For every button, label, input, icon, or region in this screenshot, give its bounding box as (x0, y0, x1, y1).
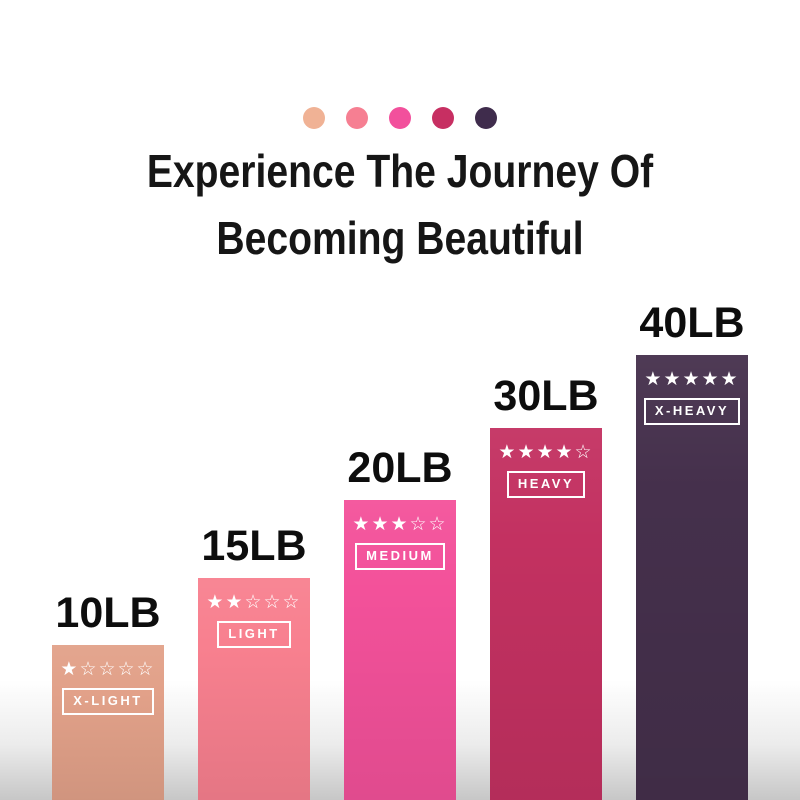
resistance-bar-light: ★★☆☆☆ LIGHT (198, 578, 310, 800)
level-badge-label: LIGHT (228, 626, 280, 641)
palette-dot-light (346, 107, 368, 129)
headline: Experience The Journey Of Becoming Beaut… (60, 138, 740, 272)
resistance-bar-x-heavy: ★★★★★ X-HEAVY (636, 355, 748, 800)
palette-dot-medium (389, 107, 411, 129)
star-rating: ★★★★★ (644, 368, 740, 390)
level-badge-label: MEDIUM (366, 548, 434, 563)
weight-label: 40LB (639, 299, 745, 347)
star-rating: ★☆☆☆☆ (60, 658, 156, 680)
bar-group-30lb: 30LB ★★★★☆ HEAVY (490, 374, 602, 800)
level-badge-label: HEAVY (517, 476, 575, 491)
palette-dot-heavy (432, 107, 454, 129)
level-badge-label: X-LIGHT (73, 693, 143, 708)
weight-label: 10LB (55, 589, 161, 637)
bar-group-15lb: 15LB ★★☆☆☆ LIGHT (198, 524, 310, 800)
weight-label: 15LB (201, 522, 307, 570)
level-badge: X-LIGHT (62, 688, 154, 716)
level-badge: HEAVY (506, 471, 586, 499)
bar-group-10lb: 10LB ★☆☆☆☆ X-LIGHT (52, 591, 164, 800)
level-badge: LIGHT (217, 621, 291, 649)
level-badge-label: X-HEAVY (654, 403, 730, 418)
bar-group-20lb: 20LB ★★★☆☆ MEDIUM (344, 446, 456, 800)
star-rating: ★★★☆☆ (352, 513, 448, 535)
resistance-bar-heavy: ★★★★☆ HEAVY (490, 428, 602, 800)
palette-dots-row (0, 107, 800, 129)
level-badge: MEDIUM (355, 543, 445, 571)
headline-line-2: Becoming Beautiful (216, 212, 584, 264)
star-rating: ★★★★☆ (498, 441, 594, 463)
resistance-bar-medium: ★★★☆☆ MEDIUM (344, 500, 456, 800)
weight-label: 20LB (347, 444, 453, 492)
bar-group-40lb: 40LB ★★★★★ X-HEAVY (636, 301, 748, 800)
weight-label: 30LB (493, 372, 599, 420)
palette-dot-x-heavy (475, 107, 497, 129)
headline-line-1: Experience The Journey Of (146, 145, 654, 197)
level-badge: X-HEAVY (643, 398, 741, 426)
palette-dot-x-light (303, 107, 325, 129)
star-rating: ★★☆☆☆ (206, 591, 302, 613)
resistance-bar-x-light: ★☆☆☆☆ X-LIGHT (52, 645, 164, 800)
